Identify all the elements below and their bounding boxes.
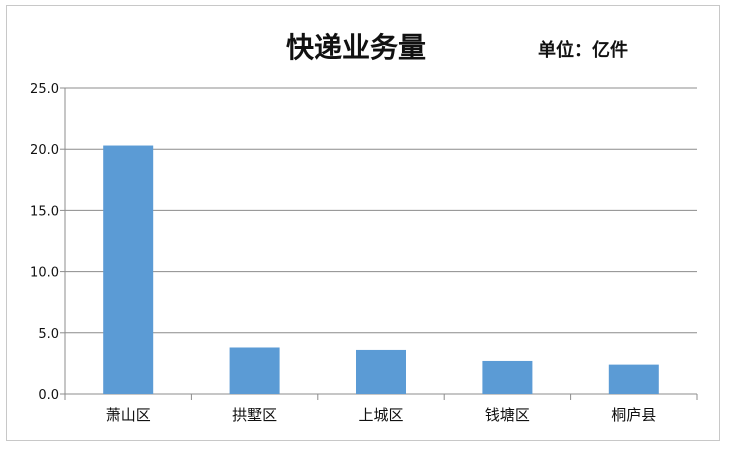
x-category-label: 拱墅区 — [232, 406, 277, 424]
x-category-label: 萧山区 — [106, 406, 151, 424]
bar — [103, 145, 154, 394]
unit-label: 单位：亿件 — [538, 40, 628, 61]
x-category-label: 桐庐县 — [611, 406, 656, 424]
chart-title: 快递业务量 — [286, 31, 427, 64]
bar — [608, 364, 659, 394]
y-tick-label: 25.0 — [30, 82, 59, 97]
y-tick-label: 0.0 — [38, 388, 59, 403]
bar — [482, 360, 533, 394]
y-tick-label: 5.0 — [38, 327, 59, 342]
bar — [356, 349, 406, 394]
y-tick-label: 15.0 — [30, 204, 59, 219]
bar — [229, 347, 280, 394]
y-tick-label: 20.0 — [30, 143, 59, 158]
y-tick-label: 10.0 — [30, 266, 59, 281]
x-category-label: 钱塘区 — [485, 406, 530, 424]
x-category-label: 上城区 — [358, 406, 403, 424]
